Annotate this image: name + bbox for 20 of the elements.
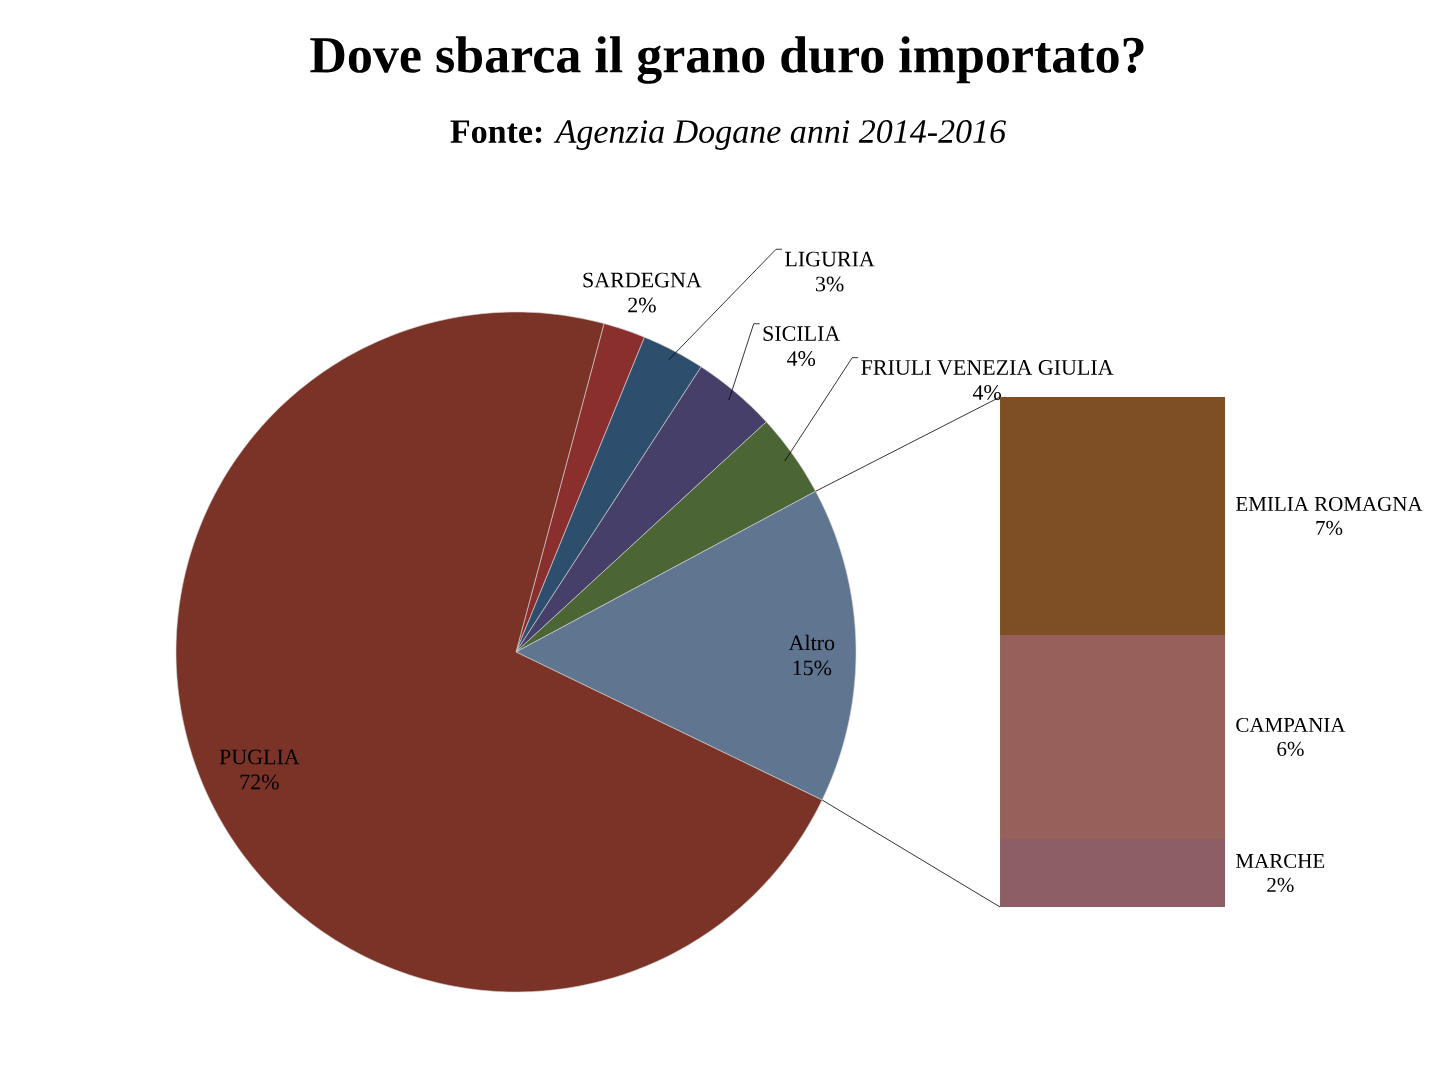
data-label: 72%: [240, 774, 279, 790]
slice-label: SARDEGNA: [583, 272, 702, 288]
data-label: 3%: [816, 276, 844, 292]
chart-subtitle: Fonte: Agenzia Dogane anni 2014-2016: [450, 120, 1006, 150]
slice-label: PUGLIA: [219, 749, 300, 765]
category-label: CAMPANIA: [1236, 717, 1346, 733]
slice-label: FRIULI VENEZIA GIULIA: [861, 360, 1114, 375]
data-label: 15%: [793, 660, 832, 676]
chart-title: Dove sbarca il grano duro importato?: [310, 36, 1144, 84]
data-label: 4%: [786, 351, 816, 367]
data-label: 4%: [972, 385, 1002, 400]
slice-label: SICILIA: [763, 326, 841, 341]
data-label: 2%: [628, 297, 656, 313]
slice-label: Altro: [788, 634, 835, 651]
category-label: MARCHE: [1236, 853, 1325, 869]
data-label: 2%: [1267, 877, 1294, 893]
slice-label: LIGURIA: [785, 251, 875, 267]
category-label: EMILIA ROMAGNA: [1236, 496, 1423, 512]
data-label: 7%: [1316, 520, 1343, 536]
data-label: 6%: [1277, 741, 1304, 757]
